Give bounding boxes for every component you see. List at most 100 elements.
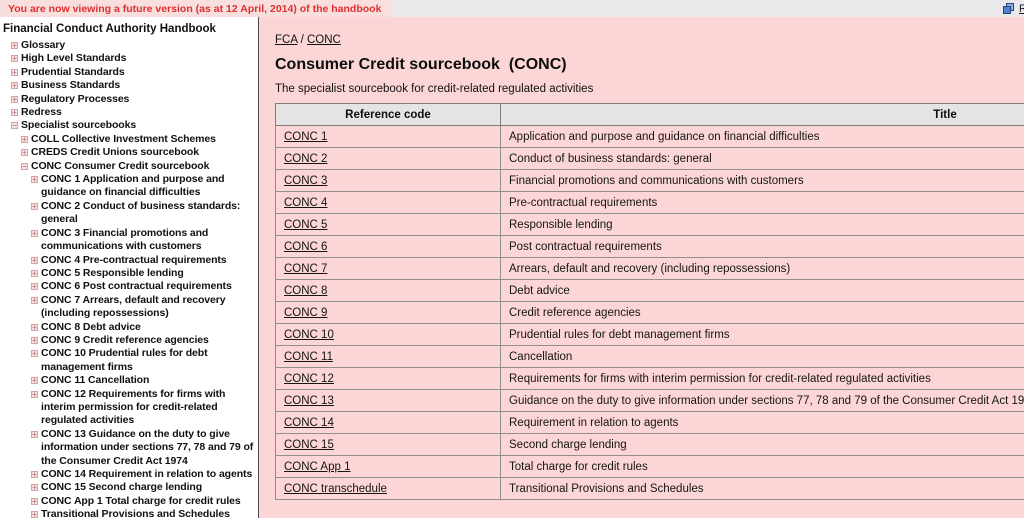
reference-code-cell: CONC 13 — [275, 389, 501, 412]
expand-node-icon[interactable]: + — [11, 94, 18, 104]
tree-item-label[interactable]: CONC 1 Application and purpose and guida… — [41, 173, 225, 199]
expand-node-icon[interactable]: + — [31, 376, 38, 386]
tree-item-label[interactable]: CONC 7 Arrears, default and recovery (in… — [41, 293, 226, 320]
reference-code-link[interactable]: CONC 12 — [284, 372, 334, 385]
tree-item-label[interactable]: High Level Standards — [21, 52, 127, 65]
title-cell: Application and purpose and guidance on … — [500, 125, 1024, 148]
expand-node-icon[interactable]: + — [31, 282, 38, 292]
reference-code-link[interactable]: CONC 15 — [284, 438, 334, 451]
expand-node-icon[interactable]: + — [31, 483, 38, 493]
tree-item-label[interactable]: CONC 8 Debt advice — [41, 320, 141, 333]
tree-item-label[interactable]: CONC 15 Second charge lending — [41, 481, 203, 494]
expand-node-icon[interactable]: + — [31, 389, 38, 399]
reference-code-link[interactable]: CONC App 1 — [284, 460, 351, 473]
expand-node-icon[interactable]: + — [31, 255, 38, 265]
reference-code-link[interactable]: CONC 9 — [284, 306, 328, 319]
expand-node-icon[interactable]: + — [11, 41, 18, 50]
table-row: CONC 6 Post contractual requirements — [275, 235, 1024, 258]
top-strip: You are now viewing a future version (as… — [0, 0, 1024, 17]
expand-node-icon[interactable]: + — [31, 175, 38, 185]
expand-node-icon[interactable]: + — [11, 67, 18, 77]
reference-code-link[interactable]: CONC 8 — [284, 284, 328, 297]
tree-item-label[interactable]: CONC 14 Requirement in relation to agent… — [41, 468, 253, 480]
expand-node-icon[interactable]: + — [11, 81, 18, 91]
expand-node-icon[interactable]: + — [31, 429, 38, 439]
expand-node-icon[interactable]: + — [31, 496, 38, 506]
tree-item-label[interactable]: Glossary — [21, 39, 66, 51]
tree-item-label[interactable]: CONC 13 Guidance on the duty to give inf… — [41, 427, 254, 467]
expand-node-icon[interactable]: + — [21, 134, 28, 144]
expand-node-icon[interactable]: + — [31, 349, 38, 359]
related-link-truncated[interactable]: R — [1019, 2, 1024, 15]
tree-item-label[interactable]: CONC 9 Credit reference agencies — [41, 333, 209, 346]
reference-code-cell: CONC 8 — [275, 279, 501, 302]
reference-code-link[interactable]: CONC 5 — [284, 218, 328, 231]
reference-code-link[interactable]: CONC 4 — [284, 196, 328, 209]
tree-item-label[interactable]: COLL Collective Investment Schemes — [31, 132, 216, 145]
reference-code-link[interactable]: CONC 14 — [284, 416, 334, 429]
reference-code-link[interactable]: CONC 1 — [284, 130, 328, 143]
title-cell: Requirements for firms with interim perm… — [500, 367, 1024, 390]
expand-node-icon[interactable]: + — [11, 54, 18, 64]
tree-item-label[interactable]: Prudential Standards — [21, 65, 125, 78]
collapse-node-icon[interactable]: − — [21, 161, 28, 171]
tree-item: + COLL Collective Investment Schemes — [21, 133, 258, 146]
expand-node-icon[interactable]: + — [31, 470, 38, 479]
expand-node-icon[interactable]: + — [11, 108, 18, 118]
tree-sublist: + COLL Collective Investment Schemes + CRED… — [11, 133, 258, 518]
reference-code-link[interactable]: CONC 6 — [284, 240, 328, 253]
reference-code-cell: CONC 2 — [275, 147, 501, 170]
tree-item-label[interactable]: CONC 5 Responsible lending — [41, 266, 184, 279]
reference-code-link[interactable]: CONC 13 — [284, 394, 334, 407]
tree-item-label[interactable]: CONC App 1 Total charge for credit rules — [41, 494, 241, 507]
reference-code-cell: CONC App 1 — [275, 455, 501, 478]
tree-item: + CONC 6 Post contractual requirements — [31, 280, 258, 293]
tree-item-label[interactable]: CONC 4 Pre-contractual requirements — [41, 253, 227, 266]
tree-item-label[interactable]: Transitional Provisions and Schedules — [41, 508, 230, 518]
content-row: Financial Conduct Authority Handbook + Gl… — [0, 17, 1024, 518]
tree-item-label[interactable]: CREDS Credit Unions sourcebook — [31, 146, 199, 159]
breadcrumb-link-fca[interactable]: FCA — [275, 34, 298, 46]
reference-code-cell: CONC 4 — [275, 191, 501, 214]
expand-node-icon[interactable]: + — [31, 228, 38, 238]
title-cell: Financial promotions and communications … — [500, 169, 1024, 192]
expand-node-icon[interactable]: + — [31, 322, 38, 332]
collapse-node-icon[interactable]: − — [11, 121, 18, 131]
tree-item-label[interactable]: CONC Consumer Credit sourcebook — [31, 159, 210, 172]
table-row: CONC 4 Pre-contractual requirements — [275, 191, 1024, 214]
expand-node-icon[interactable]: + — [31, 268, 38, 278]
title-cell: Cancellation — [500, 345, 1024, 368]
reference-code-link[interactable]: CONC 3 — [284, 174, 328, 187]
reference-code-link[interactable]: CONC 2 — [284, 152, 328, 165]
tree-item-label[interactable]: CONC 10 Prudential rules for debt manage… — [41, 347, 208, 373]
tree-item-label[interactable]: CONC 2 Conduct of business standards: ge… — [41, 199, 241, 226]
table-row: CONC 5 Responsible lending — [275, 213, 1024, 236]
stacked-pages-icon[interactable] — [1002, 2, 1016, 15]
top-right-tools: R — [1002, 0, 1024, 17]
reference-code-link[interactable]: CONC transchedule — [284, 482, 387, 495]
breadcrumb-separator: / — [297, 34, 307, 46]
expand-node-icon[interactable]: + — [21, 148, 28, 158]
reference-code-link[interactable]: CONC 11 — [284, 350, 333, 363]
tree-item-label[interactable]: Business Standards — [21, 79, 121, 92]
reference-code-link[interactable]: CONC 7 — [284, 262, 328, 275]
title-cell: Post contractual requirements — [500, 235, 1024, 258]
expand-node-icon[interactable]: + — [31, 510, 38, 518]
title-cell: Pre-contractual requirements — [500, 191, 1024, 214]
reference-code-link[interactable]: CONC 10 — [284, 328, 334, 341]
tree-item-label[interactable]: CONC 11 Cancellation — [41, 374, 150, 387]
expand-node-icon[interactable]: + — [31, 295, 38, 305]
tree-item: + CREDS Credit Unions sourcebook — [21, 146, 258, 159]
tree-item-label[interactable]: Regulatory Processes — [21, 92, 130, 105]
table-row: CONC transchedule Transitional Provisions… — [275, 477, 1024, 500]
breadcrumb-link-conc[interactable]: CONC — [306, 34, 341, 46]
tree-item-label[interactable]: Redress — [21, 106, 62, 119]
tree-item-label[interactable]: CONC 6 Post contractual requirements — [41, 280, 232, 293]
tree-item-label[interactable]: CONC 12 Requirements for firms with inte… — [41, 387, 226, 427]
tree-item: + CONC 10 Prudential rules for debt manag… — [31, 347, 258, 374]
expand-node-icon[interactable]: + — [31, 201, 38, 211]
tree-item-label[interactable]: CONC 3 Financial promotions and communic… — [41, 226, 209, 253]
tree-item-label[interactable]: Specialist sourcebooks — [21, 119, 137, 132]
expand-node-icon[interactable]: + — [31, 335, 38, 345]
tree-sublist: + CONC 1 Application and purpose and guid… — [21, 173, 258, 518]
